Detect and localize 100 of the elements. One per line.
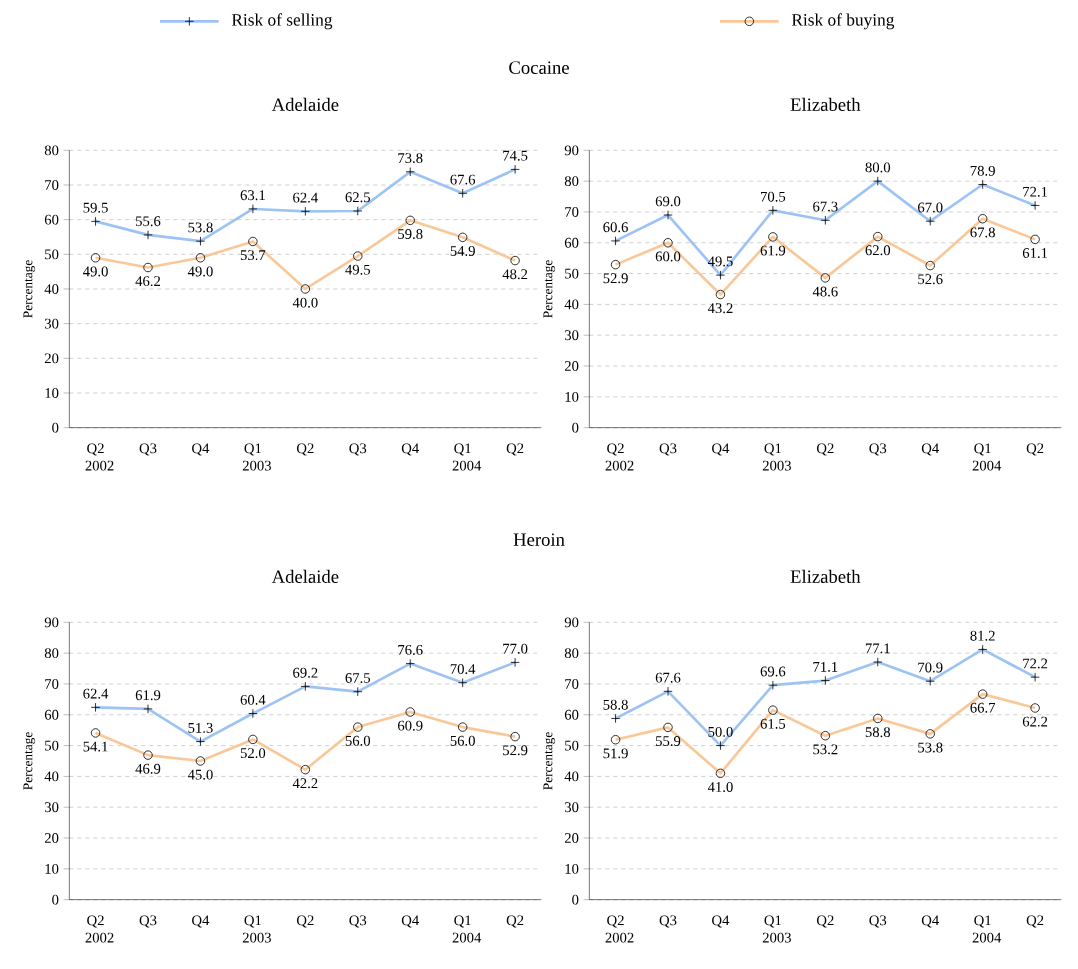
data-label: 54.1 [83, 741, 108, 752]
data-label: 66.7 [970, 702, 996, 713]
data-label: 63.1 [240, 190, 265, 201]
data-label: 62.0 [865, 245, 891, 256]
data-label: 71.1 [813, 661, 838, 672]
y-tick-label: 20 [44, 833, 59, 843]
x-tick-label: Q4 [401, 443, 419, 456]
chart-title: Elizabeth [790, 569, 861, 583]
x-tick-label: Q4 [401, 915, 419, 928]
data-label: 56.0 [450, 735, 475, 746]
y-tick-label: 80 [44, 145, 59, 156]
data-label: 48.2 [502, 269, 528, 280]
data-label: 59.5 [83, 202, 108, 213]
data-label: 46.2 [135, 276, 161, 287]
y-axis-title: Percentage [543, 732, 556, 790]
y-tick-label: 70 [565, 679, 579, 689]
data-label: 55.6 [136, 216, 161, 227]
data-label: 52.9 [503, 745, 528, 756]
data-label: 69.0 [655, 196, 681, 207]
x-tick-label: Q1 2003 [242, 443, 271, 471]
y-tick-label: 0 [572, 894, 579, 905]
data-label: 53.2 [813, 744, 838, 755]
x-tick-label: Q3 [659, 915, 677, 928]
x-tick-label: Q1 2003 [242, 915, 271, 943]
y-tick-label: 20 [564, 361, 579, 371]
x-tick-label: Q4 [921, 443, 939, 456]
data-label: 52.6 [918, 274, 943, 285]
x-tick-label: Q3 [869, 443, 887, 456]
data-label: 59.8 [398, 229, 423, 240]
data-label: 60.6 [603, 222, 628, 233]
y-tick-label: 50 [45, 249, 59, 260]
data-label: 72.1 [1023, 186, 1048, 197]
y-tick-label: 60 [44, 214, 59, 225]
x-tick-label: Q2 [296, 915, 314, 928]
x-tick-label: Q2 [816, 915, 834, 928]
data-label: 60.4 [240, 694, 266, 705]
legend-label: Risk of selling [231, 13, 333, 30]
y-tick-label: 10 [45, 388, 59, 398]
data-label: 67.0 [918, 202, 943, 213]
x-tick-label: Q2 2002 [605, 915, 634, 943]
y-tick-label: 60 [564, 709, 579, 720]
y-tick-label: 50 [45, 740, 59, 751]
y-axis-title: Percentage [23, 260, 36, 318]
data-label: 74.5 [503, 150, 528, 161]
y-tick-label: 40 [44, 284, 59, 294]
data-label: 48.6 [812, 286, 838, 297]
data-label: 54.9 [450, 246, 475, 256]
data-label: 60.0 [655, 251, 681, 262]
data-label: 52.9 [603, 273, 628, 284]
x-tick-label: Q4 [712, 443, 730, 456]
x-tick-label: Q1 2004 [452, 443, 482, 471]
x-tick-label: Q3 [659, 443, 677, 456]
x-tick-label: Q2 [506, 915, 524, 928]
data-label: 67.6 [655, 672, 681, 683]
data-label: 52.0 [240, 748, 266, 759]
x-tick-label: Q4 [921, 915, 939, 928]
data-label: 67.6 [450, 174, 476, 185]
data-label: 67.3 [813, 201, 838, 212]
x-tick-label: Q2 [296, 443, 314, 456]
x-tick-label: Q4 [192, 915, 210, 928]
y-tick-label: 30 [44, 318, 59, 329]
data-label: 61.9 [135, 690, 161, 701]
y-tick-label: 40 [564, 299, 579, 310]
data-label: 61.5 [760, 718, 786, 729]
data-label: 58.8 [603, 699, 628, 710]
x-tick-label: Q3 [869, 915, 887, 928]
data-label: 62.5 [345, 192, 371, 203]
x-tick-label: Q3 [349, 443, 367, 456]
y-tick-label: 70 [565, 207, 579, 217]
y-tick-label: 90 [44, 617, 59, 628]
data-label: 80.0 [865, 162, 891, 173]
data-label: 53.8 [188, 222, 213, 233]
data-label: 76.6 [398, 644, 423, 655]
y-tick-label: 30 [44, 802, 59, 813]
y-tick-label: 40 [44, 771, 59, 782]
y-tick-label: 10 [45, 863, 59, 874]
data-label: 60.9 [398, 720, 423, 731]
y-tick-label: 50 [565, 740, 579, 751]
data-label: 67.8 [970, 227, 995, 238]
x-tick-label: Q1 2004 [452, 915, 482, 943]
data-label: 62.4 [293, 192, 318, 203]
data-label: 81.2 [970, 630, 995, 641]
data-label: 45.0 [187, 769, 213, 780]
y-axis-title: Percentage [543, 260, 556, 318]
data-label: 69.6 [760, 666, 786, 677]
x-tick-label: Q1 2003 [762, 915, 791, 943]
data-label: 40.0 [292, 297, 318, 308]
data-label: 70.4 [450, 664, 476, 675]
data-label: 53.8 [918, 742, 943, 753]
data-label: 49.0 [187, 266, 213, 277]
data-label: 56.0 [345, 735, 371, 746]
x-tick-label: Q1 2004 [972, 915, 1002, 943]
data-label: 53.7 [240, 250, 266, 261]
y-tick-label: 0 [52, 422, 59, 433]
text: Heroin [513, 533, 565, 546]
x-tick-label: Q2 [506, 443, 524, 456]
y-tick-label: 0 [572, 422, 579, 433]
y-tick-label: 20 [44, 353, 59, 364]
y-tick-label: 0 [52, 894, 59, 905]
y-tick-label: 90 [564, 145, 579, 156]
